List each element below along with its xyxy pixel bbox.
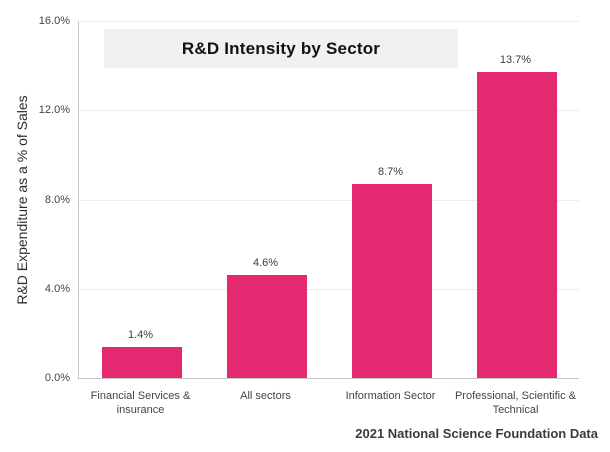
bar-value-label: 8.7% (377, 165, 404, 178)
bar-value-label: 13.7% (499, 54, 532, 67)
bar (226, 275, 307, 378)
y-tick-label: 8.0% (44, 193, 70, 206)
x-axis-label: All sectors (240, 390, 291, 402)
y-tick-label: 16.0% (38, 15, 70, 27)
bar (476, 72, 557, 378)
source-note: 2021 National Science Foundation Data (355, 426, 598, 441)
gridline (79, 110, 579, 112)
x-axis-label: Professional, Scientific & Technical (454, 390, 577, 416)
y-tick-label: 0.0% (44, 372, 70, 384)
bar-value-label: 1.4% (127, 328, 154, 341)
x-axis-label: Information Sector (345, 390, 436, 402)
bar (101, 346, 182, 378)
y-tick-label: 12.0% (38, 104, 70, 117)
y-tick-label: 4.0% (44, 282, 70, 295)
bar (351, 183, 432, 378)
gridline (79, 199, 579, 201)
plot-area (78, 21, 579, 379)
bar-value-label: 4.6% (252, 257, 279, 270)
gridline (79, 288, 579, 290)
chart-title-banner: R&D Intensity by Sector (104, 29, 458, 68)
chart-title: R&D Intensity by Sector (181, 38, 381, 58)
x-axis-label: Financial Services & insurance (90, 390, 191, 416)
gridline (79, 21, 579, 22)
